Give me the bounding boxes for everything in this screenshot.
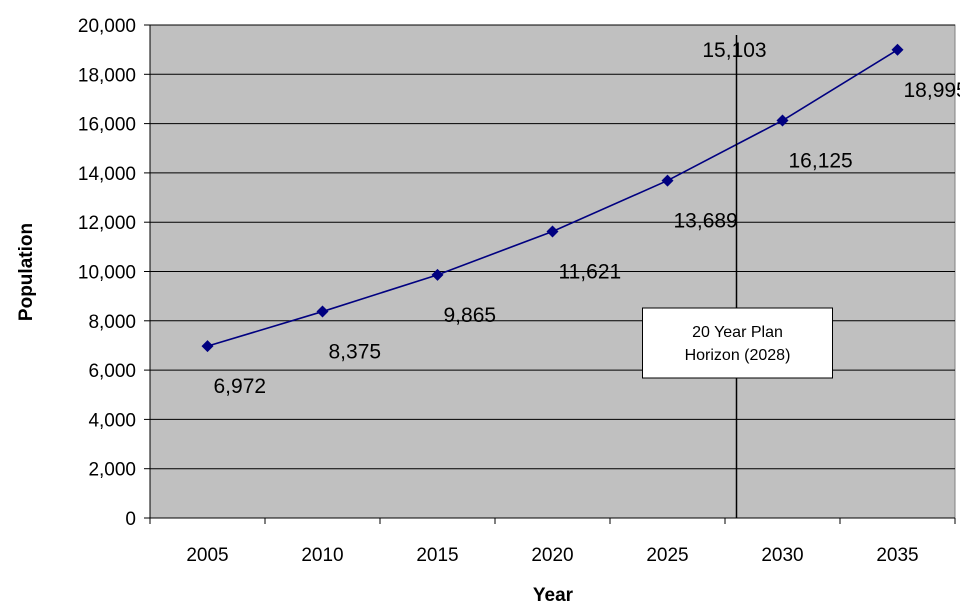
data-point (201, 340, 214, 353)
x-axis-tick-labels: 2005 2010 2015 2020 2025 2030 2035 (186, 545, 918, 566)
data-point (776, 114, 789, 127)
y-tick-label: 12,000 (78, 213, 136, 234)
x-axis-title: Year (533, 585, 574, 606)
y-axis-title: Population (16, 223, 37, 321)
data-point (316, 305, 329, 318)
data-label: 9,865 (444, 304, 497, 327)
data-label: 18,995 (904, 79, 960, 102)
data-point (661, 174, 674, 187)
gridlines (150, 24, 955, 470)
y-axis-tick-labels: 0 2,000 4,000 6,000 8,000 10,000 12,000 14,000 1… (78, 16, 136, 530)
y-tick-label: 16,000 (78, 115, 136, 136)
plan-horizon-value-label: 15,103 (702, 39, 766, 62)
plan-horizon-box-text: 20 Year Plan (692, 324, 783, 341)
y-tick-label: 10,000 (78, 263, 136, 284)
data-point (431, 268, 444, 281)
x-tick-label: 2035 (876, 545, 918, 566)
y-tick-label: 0 (125, 509, 136, 530)
y-tick-label: 8,000 (88, 312, 136, 333)
data-labels: 6,972 8,375 9,865 11,621 13,689 16,125 18,995 (214, 79, 960, 398)
data-label: 13,689 (674, 210, 738, 233)
y-tick-label: 20,000 (78, 16, 136, 37)
data-point (891, 43, 904, 56)
y-tick-label: 14,000 (78, 164, 136, 185)
data-label: 6,972 (214, 375, 267, 398)
x-tick-label: 2010 (301, 545, 343, 566)
x-tick-label: 2030 (761, 545, 803, 566)
data-label: 11,621 (559, 261, 622, 284)
data-point (546, 225, 559, 238)
y-tick-label: 6,000 (88, 361, 136, 382)
x-tick-label: 2020 (531, 545, 573, 566)
x-tick-label: 2005 (186, 545, 228, 566)
plan-horizon-box (642, 307, 833, 379)
y-tick-label: 4,000 (88, 410, 136, 431)
plan-horizon-marker: 15,103 20 Year Plan Horizon (2028) (642, 35, 833, 518)
x-tick-label: 2025 (646, 545, 688, 566)
y-tick-label: 18,000 (78, 65, 136, 86)
axes (144, 24, 956, 524)
series-layer (201, 43, 904, 353)
x-tick-label: 2015 (416, 545, 458, 566)
plan-horizon-box-text: Horizon (2028) (685, 347, 791, 364)
y-tick-label: 2,000 (88, 460, 136, 481)
data-label: 16,125 (789, 150, 853, 173)
data-label: 8,375 (329, 341, 382, 364)
